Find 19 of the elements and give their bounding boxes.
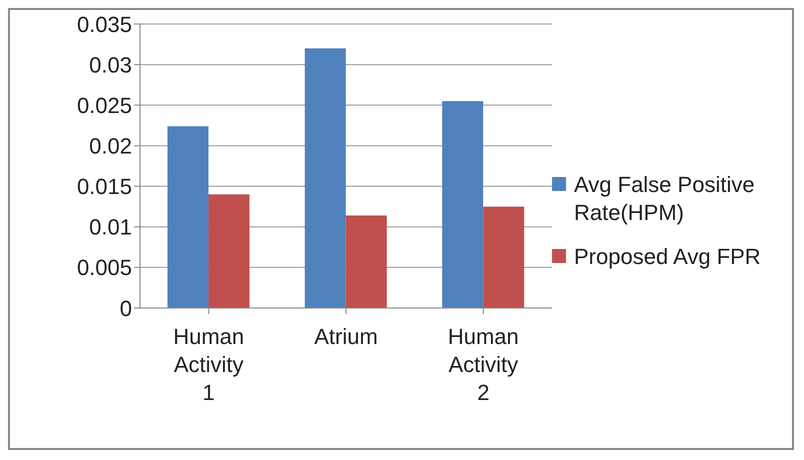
y-tick-label: 0 bbox=[120, 296, 132, 321]
y-tick-label: 0.005 bbox=[76, 255, 132, 280]
bar bbox=[442, 101, 484, 308]
bar bbox=[483, 206, 524, 308]
y-tick-label: 0.02 bbox=[89, 134, 132, 159]
y-tick-label: 0.03 bbox=[89, 52, 132, 78]
y-tick-label: 0.01 bbox=[89, 214, 132, 240]
y-tick-label: 0.025 bbox=[76, 92, 132, 118]
legend-label: Proposed Avg FPR bbox=[574, 243, 761, 271]
y-tick-label: 0.015 bbox=[76, 174, 132, 200]
bar bbox=[167, 126, 208, 308]
bar bbox=[304, 48, 346, 308]
legend-label: Avg False Positive Rate(HPM) bbox=[574, 171, 756, 227]
x-tick-label: Human Activity 1 bbox=[173, 324, 244, 405]
x-tick-label: Human Activity 2 bbox=[448, 324, 519, 405]
y-tick-label: 0.035 bbox=[76, 12, 132, 37]
bar bbox=[346, 215, 387, 308]
x-tick-label: Atrium bbox=[314, 324, 378, 349]
bar bbox=[208, 194, 250, 308]
